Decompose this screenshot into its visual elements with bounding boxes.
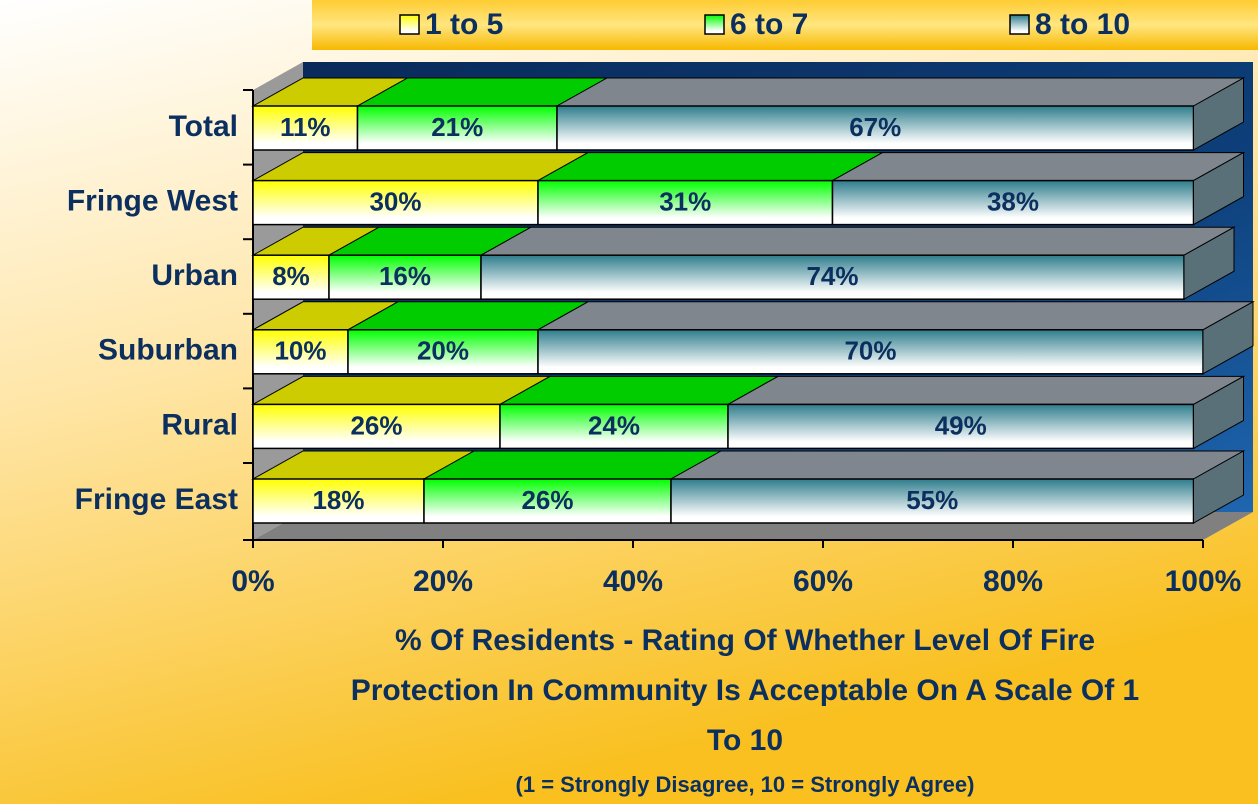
- bar: [252, 403, 501, 450]
- x-tick-label: 80%: [983, 565, 1043, 598]
- bar: [252, 329, 349, 375]
- bar-end: [1202, 300, 1254, 375]
- x-tick-label: 0%: [231, 565, 274, 598]
- bar: [537, 179, 834, 226]
- value-label: 16%: [379, 261, 431, 291]
- value-label: 26%: [350, 410, 402, 440]
- chart-title: % Of Residents - Rating Of Whether Level…: [350, 624, 1140, 757]
- legend-band: [312, 0, 1258, 50]
- bar: [480, 254, 1185, 300]
- x-tick-label: 60%: [793, 565, 853, 598]
- value-label: 8%: [272, 261, 310, 291]
- bar-top: [726, 375, 1246, 405]
- x-tick-label: 100%: [1165, 565, 1242, 598]
- bar-end: [1193, 77, 1244, 151]
- value-label: 11%: [280, 112, 331, 142]
- value-label: 38%: [987, 186, 1039, 216]
- value-label: 70%: [844, 336, 896, 366]
- bar: [252, 179, 539, 226]
- value-label: 55%: [906, 485, 958, 515]
- bar: [670, 478, 1195, 524]
- y-tick-label: Suburban: [98, 334, 238, 367]
- bar-top: [422, 450, 723, 480]
- bar: [831, 179, 1195, 226]
- value-label: 20%: [417, 336, 469, 366]
- legend-swatch: [399, 14, 420, 35]
- y-tick-label: Fringe East: [75, 483, 238, 516]
- bar-top: [830, 152, 1246, 182]
- y-tick-label: Total: [169, 110, 238, 143]
- bar-end: [1193, 450, 1244, 524]
- legend-swatch: [704, 14, 725, 35]
- y-tick-label: Fringe West: [67, 185, 238, 218]
- bar-top: [555, 77, 1246, 107]
- bar-top: [251, 375, 552, 405]
- legend-label: 6 to 7: [730, 8, 808, 41]
- chart-subtitle: (1 = Strongly Disagree, 10 = Strongly Ag…: [515, 772, 975, 797]
- value-label: 24%: [588, 410, 640, 440]
- value-label: 18%: [312, 485, 364, 515]
- bar: [423, 478, 672, 524]
- y-tick-label: Urban: [151, 259, 238, 292]
- bar-top: [536, 301, 1255, 331]
- bar: [347, 329, 539, 375]
- bar: [499, 403, 729, 450]
- bar-end: [1193, 375, 1244, 450]
- legend-swatch: [1009, 14, 1030, 35]
- value-label: 10%: [274, 336, 326, 366]
- value-label: 31%: [659, 186, 711, 216]
- x-tick-label: 20%: [413, 565, 473, 598]
- bar-top: [251, 152, 590, 182]
- value-label: 21%: [431, 112, 483, 142]
- value-label: 74%: [806, 261, 858, 291]
- bar: [328, 254, 482, 300]
- y-tick-label: Rural: [161, 408, 238, 441]
- x-tick-label: 40%: [603, 565, 663, 598]
- bar: [252, 478, 425, 524]
- legend-label: 8 to 10: [1035, 8, 1130, 41]
- bar: [727, 403, 1195, 450]
- bar-end: [1183, 226, 1235, 301]
- bar-top: [536, 152, 885, 182]
- bar: [556, 105, 1195, 151]
- value-label: 30%: [369, 186, 421, 216]
- value-label: 49%: [935, 410, 987, 440]
- value-label: 26%: [521, 485, 573, 515]
- bar: [356, 105, 558, 151]
- bar-top: [669, 450, 1246, 480]
- bar-end: [1193, 151, 1244, 226]
- value-label: 67%: [849, 112, 901, 142]
- bar-top: [479, 226, 1236, 256]
- bar: [537, 329, 1204, 375]
- legend-label: 1 to 5: [425, 8, 503, 41]
